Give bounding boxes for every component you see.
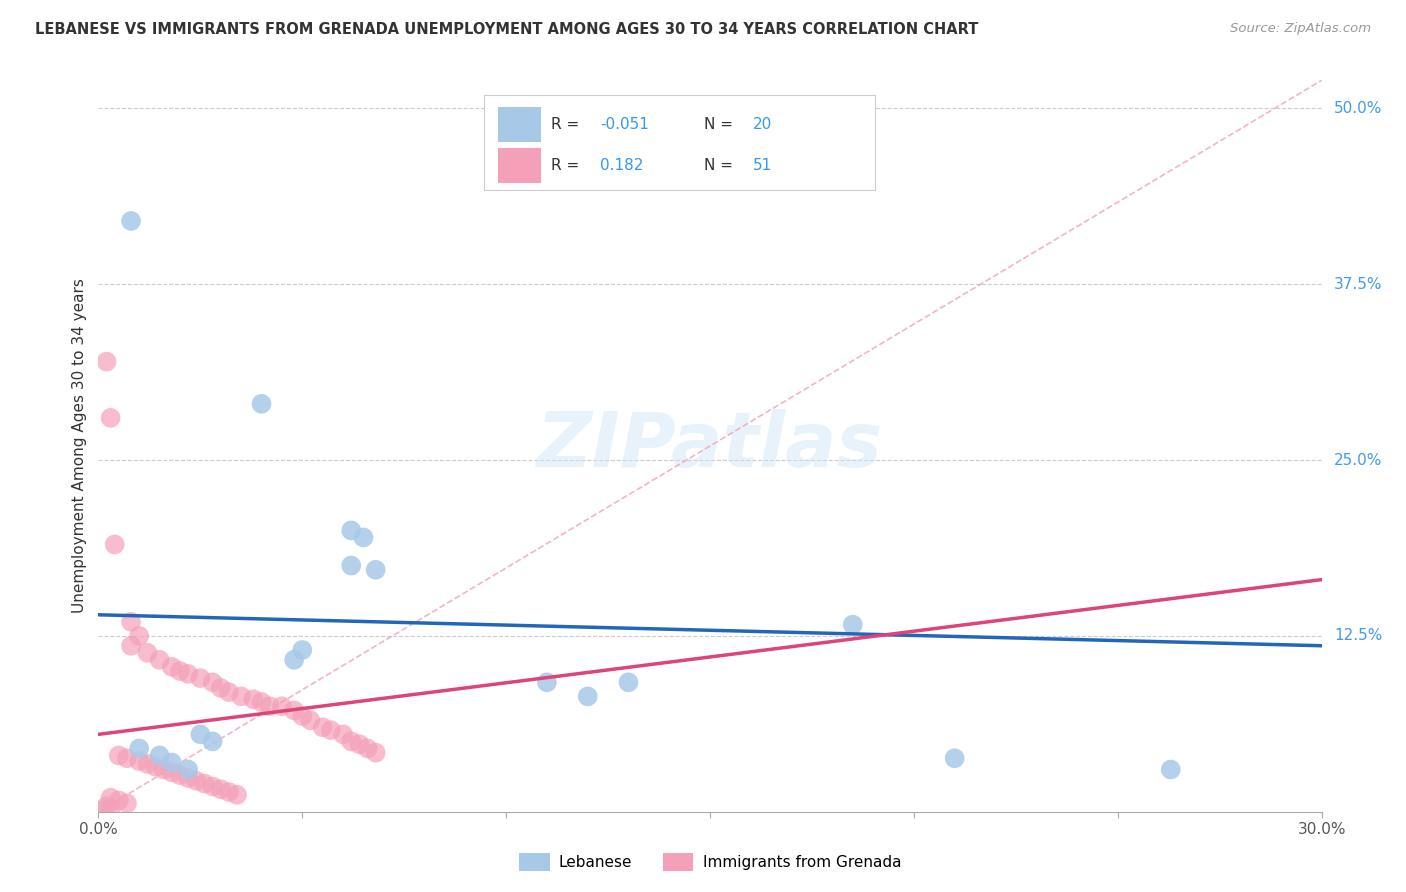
Point	[160, 756, 183, 770]
Point	[108, 793, 131, 807]
Text: N =: N =	[704, 118, 738, 132]
Point	[115, 797, 138, 811]
Point	[291, 709, 314, 723]
Text: 25.0%: 25.0%	[1334, 452, 1382, 467]
Bar	[484, 95, 875, 190]
Point	[209, 681, 232, 695]
Point	[91, 803, 114, 817]
Text: Source: ZipAtlas.com: Source: ZipAtlas.com	[1230, 22, 1371, 36]
Point	[100, 790, 122, 805]
Point	[352, 530, 374, 544]
Point	[96, 799, 118, 814]
Text: LEBANESE VS IMMIGRANTS FROM GRENADA UNEMPLOYMENT AMONG AGES 30 TO 34 YEARS CORRE: LEBANESE VS IMMIGRANTS FROM GRENADA UNEM…	[35, 22, 979, 37]
Point	[340, 558, 363, 573]
Point	[128, 629, 150, 643]
Text: N =: N =	[704, 158, 738, 173]
Point	[218, 785, 240, 799]
Point	[120, 615, 142, 629]
Point	[186, 773, 208, 788]
Point	[536, 675, 558, 690]
Point	[250, 695, 273, 709]
Point	[332, 727, 354, 741]
Point	[340, 524, 363, 538]
Point	[120, 639, 142, 653]
Point	[231, 690, 253, 704]
Point	[270, 699, 294, 714]
Point	[356, 741, 378, 756]
Point	[108, 748, 131, 763]
Text: 51: 51	[752, 158, 772, 173]
Point	[218, 685, 240, 699]
Point	[177, 763, 200, 777]
Text: R =: R =	[551, 158, 583, 173]
Point	[136, 756, 159, 771]
Point	[283, 703, 305, 717]
Point	[128, 741, 150, 756]
Point	[104, 537, 127, 551]
Point	[193, 776, 215, 790]
Point	[283, 653, 305, 667]
Point	[364, 746, 387, 760]
Bar	[498, 107, 541, 143]
Point	[242, 692, 264, 706]
Point	[349, 737, 371, 751]
Point	[96, 354, 118, 368]
Point	[250, 397, 273, 411]
Point	[177, 771, 200, 785]
Point	[201, 734, 224, 748]
Text: R =: R =	[551, 118, 583, 132]
Text: 37.5%: 37.5%	[1334, 277, 1382, 292]
Text: 50.0%: 50.0%	[1334, 101, 1382, 116]
Point	[145, 760, 167, 774]
Point	[188, 671, 212, 685]
Point	[201, 780, 224, 794]
Point	[340, 734, 363, 748]
Point	[576, 690, 599, 704]
Text: 12.5%: 12.5%	[1334, 628, 1382, 643]
Point	[169, 664, 191, 678]
Point	[169, 768, 191, 782]
Point	[943, 751, 966, 765]
Point	[152, 763, 174, 777]
Point	[149, 748, 172, 763]
Point	[177, 666, 200, 681]
Text: 20: 20	[752, 118, 772, 132]
Point	[201, 675, 224, 690]
Point	[100, 410, 122, 425]
Point	[364, 563, 387, 577]
Point	[319, 723, 342, 738]
Point	[160, 660, 183, 674]
Text: ZIPatlas: ZIPatlas	[537, 409, 883, 483]
Point	[209, 782, 232, 797]
Point	[100, 802, 122, 816]
Point	[160, 765, 183, 780]
Point	[259, 699, 281, 714]
Point	[312, 720, 335, 734]
Point	[617, 675, 640, 690]
Point	[841, 617, 863, 632]
Text: 0.182: 0.182	[600, 158, 644, 173]
Point	[128, 754, 150, 768]
Point	[1160, 763, 1182, 777]
Point	[115, 751, 138, 765]
Point	[120, 214, 142, 228]
Text: -0.051: -0.051	[600, 118, 648, 132]
Y-axis label: Unemployment Among Ages 30 to 34 years: Unemployment Among Ages 30 to 34 years	[72, 278, 87, 614]
Point	[188, 727, 212, 741]
Point	[136, 646, 159, 660]
Point	[226, 788, 249, 802]
Point	[149, 653, 172, 667]
Bar	[498, 147, 541, 183]
Legend: Lebanese, Immigrants from Grenada: Lebanese, Immigrants from Grenada	[513, 847, 907, 877]
Point	[291, 643, 314, 657]
Point	[299, 714, 322, 728]
